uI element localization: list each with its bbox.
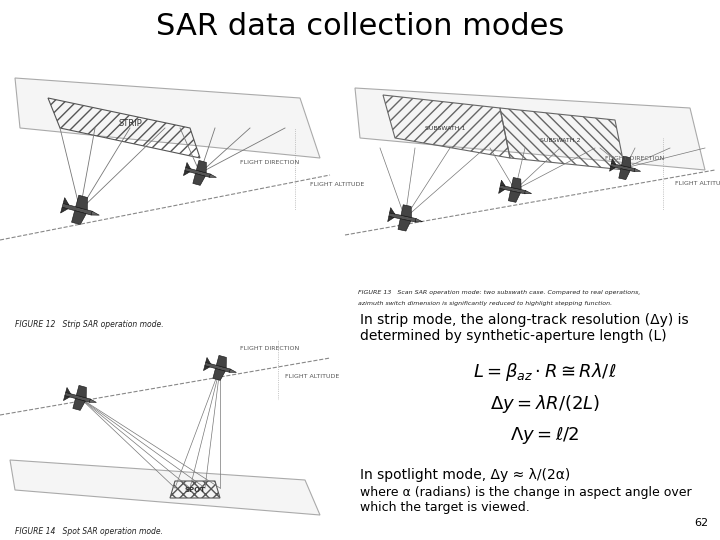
Polygon shape <box>511 178 521 190</box>
Text: In spotlight mode, Δy ≈ λ/(2α): In spotlight mode, Δy ≈ λ/(2α) <box>360 468 570 482</box>
Polygon shape <box>204 362 232 372</box>
Polygon shape <box>610 166 616 171</box>
Polygon shape <box>216 355 226 368</box>
Polygon shape <box>184 171 189 176</box>
Polygon shape <box>186 163 191 168</box>
Polygon shape <box>500 185 526 194</box>
Polygon shape <box>210 174 217 178</box>
Polygon shape <box>500 180 505 186</box>
Polygon shape <box>611 164 636 172</box>
Polygon shape <box>91 211 99 215</box>
Polygon shape <box>230 369 236 373</box>
Text: SUBSWATH 1: SUBSWATH 1 <box>425 125 465 131</box>
Text: FIGURE 12   Strip SAR operation mode.: FIGURE 12 Strip SAR operation mode. <box>15 320 163 329</box>
Text: STRIP: STRIP <box>118 118 142 127</box>
Text: $L = \beta_{az} \cdot R \cong R\lambda/\ell$: $L = \beta_{az} \cdot R \cong R\lambda/\… <box>473 361 617 383</box>
Polygon shape <box>60 207 68 213</box>
Polygon shape <box>204 366 210 370</box>
Polygon shape <box>63 198 69 205</box>
Text: FLIGHT DIRECTION: FLIGHT DIRECTION <box>240 346 300 351</box>
Polygon shape <box>73 399 85 410</box>
Text: In strip mode, the along-track resolution (Δy) is: In strip mode, the along-track resolutio… <box>360 313 688 327</box>
Polygon shape <box>398 219 411 231</box>
Text: SUBSWATH 2: SUBSWATH 2 <box>540 138 580 143</box>
Text: which the target is viewed.: which the target is viewed. <box>360 501 530 514</box>
Polygon shape <box>213 368 225 380</box>
Polygon shape <box>621 156 631 167</box>
Polygon shape <box>387 217 394 222</box>
Polygon shape <box>525 191 531 194</box>
Polygon shape <box>611 159 616 165</box>
Text: FLIGHT ALTITUDE: FLIGHT ALTITUDE <box>310 183 364 187</box>
Text: FIGURE 14   Spot SAR operation mode.: FIGURE 14 Spot SAR operation mode. <box>15 527 163 536</box>
Polygon shape <box>62 204 94 215</box>
Text: FLIGHT ALTITUDE: FLIGHT ALTITUDE <box>675 181 720 186</box>
Polygon shape <box>66 388 71 394</box>
Polygon shape <box>390 207 395 214</box>
Polygon shape <box>618 168 630 180</box>
Polygon shape <box>185 167 212 177</box>
Polygon shape <box>63 396 70 401</box>
Text: FLIGHT DIRECTION: FLIGHT DIRECTION <box>240 160 300 165</box>
Polygon shape <box>206 357 210 364</box>
Polygon shape <box>389 213 418 222</box>
Polygon shape <box>415 219 423 222</box>
Polygon shape <box>193 173 205 185</box>
Text: azimuth switch dimension is significantly reduced to highlight stepping function: azimuth switch dimension is significantl… <box>358 301 612 306</box>
Polygon shape <box>197 160 207 173</box>
Text: SPOT: SPOT <box>184 487 206 493</box>
Text: FLIGHT ALTITUDE: FLIGHT ALTITUDE <box>285 374 339 379</box>
Polygon shape <box>89 399 96 402</box>
Text: $\Delta y = \lambda R / (2L)$: $\Delta y = \lambda R / (2L)$ <box>490 393 600 415</box>
Polygon shape <box>499 188 505 193</box>
Text: SAR data collection modes: SAR data collection modes <box>156 12 564 41</box>
Text: 62: 62 <box>694 518 708 528</box>
Polygon shape <box>10 460 320 515</box>
Polygon shape <box>71 211 86 225</box>
Polygon shape <box>15 78 320 158</box>
Text: FLIGHT DIRECTION: FLIGHT DIRECTION <box>606 156 665 161</box>
Polygon shape <box>355 88 705 170</box>
Polygon shape <box>65 393 91 402</box>
Text: $\Lambda y = \ell / 2$: $\Lambda y = \ell / 2$ <box>510 425 580 446</box>
Text: FIGURE 13   Scan SAR operation mode: two subswath case. Compared to real operati: FIGURE 13 Scan SAR operation mode: two s… <box>358 290 640 295</box>
Polygon shape <box>508 191 521 202</box>
Text: determined by synthetic-aperture length (L): determined by synthetic-aperture length … <box>360 329 667 343</box>
Polygon shape <box>634 168 641 172</box>
Polygon shape <box>401 205 412 218</box>
Polygon shape <box>76 195 88 210</box>
Polygon shape <box>76 386 86 398</box>
Text: where α (radians) is the change in aspect angle over: where α (radians) is the change in aspec… <box>360 486 692 499</box>
